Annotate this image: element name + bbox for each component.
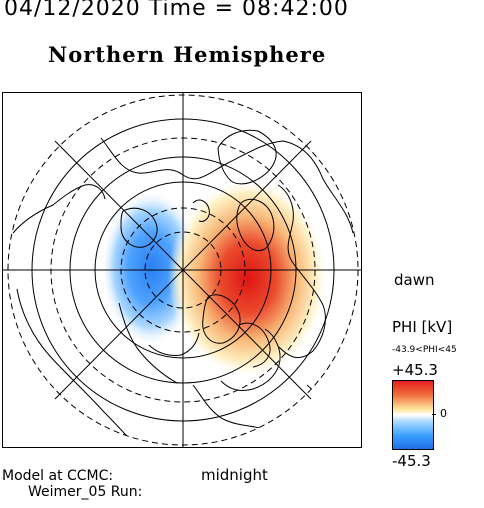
colorbar bbox=[392, 380, 434, 450]
model-label: Model at CCMC: bbox=[2, 468, 114, 484]
colorbar-max-label: +45.3 bbox=[392, 361, 438, 379]
colorbar-zero-label: 0 bbox=[440, 407, 447, 420]
colorbar-zero-tick bbox=[432, 414, 436, 415]
colorbar-title: PHI [kV] bbox=[392, 318, 453, 336]
polar-map-frame bbox=[2, 92, 362, 448]
date-time-title: 04/12/2020 Time = 08:42:00 bbox=[4, 0, 349, 21]
colorbar-min-label: -45.3 bbox=[392, 452, 431, 470]
meridian-grid bbox=[3, 93, 361, 447]
dawn-label: dawn bbox=[394, 271, 435, 289]
polar-map bbox=[3, 93, 361, 447]
colorbar-range: -43.9<PHI<45 bbox=[392, 345, 457, 355]
hemisphere-title: Northern Hemisphere bbox=[48, 42, 327, 67]
run-label: Weimer_05 Run: bbox=[28, 484, 143, 500]
midnight-label: midnight bbox=[201, 466, 268, 484]
